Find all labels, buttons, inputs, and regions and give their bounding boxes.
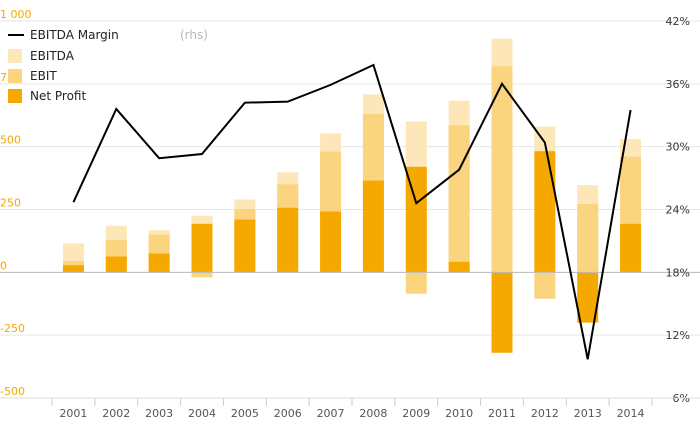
left-tick-label: 0 — [0, 259, 7, 272]
bar-net-profit — [491, 272, 513, 353]
x-tick-label: 2005 — [231, 407, 259, 420]
x-tick-label: 2012 — [531, 407, 559, 420]
legend-label-ebitda-margin: EBITDA Margin — [30, 28, 119, 42]
bar-net-profit — [148, 253, 170, 273]
bar-ebit — [577, 203, 599, 273]
left-tick-label: 500 — [0, 134, 21, 147]
x-tick-label: 2007 — [317, 407, 345, 420]
x-tick-label: 2011 — [488, 407, 516, 420]
x-tick-label: 2002 — [102, 407, 130, 420]
bar-ebit — [491, 66, 513, 273]
right-axis: 42%36%30%24%18%12%6% — [666, 15, 690, 405]
legend-label-ebit: EBIT — [30, 69, 57, 83]
bar-net-profit — [448, 261, 470, 273]
left-tick-label: -250 — [0, 322, 25, 335]
bar-net-profit — [234, 219, 256, 273]
bar-net-profit — [105, 256, 127, 273]
bar-net-profit — [620, 223, 642, 273]
x-tick-label: 2006 — [274, 407, 302, 420]
legend-swatch-net-profit — [8, 89, 22, 103]
line-ebitda-margin — [72, 63, 632, 360]
bar-net-profit — [534, 151, 556, 273]
legend-note-rhs: (rhs) — [180, 28, 208, 42]
legend-swatch-ebit — [8, 69, 22, 83]
bar-ebit — [534, 272, 556, 299]
left-tick-label: 250 — [0, 197, 21, 210]
right-tick-label: 36% — [666, 78, 690, 91]
x-tick-label: 2001 — [59, 407, 87, 420]
bar-net-profit — [405, 166, 427, 273]
x-axis: 2001 2002 2003 2004 2005 2006 2007 2008 2009 2010… — [0, 397, 700, 420]
x-tick-label: 2010 — [445, 407, 473, 420]
bar-net-profit — [577, 272, 599, 323]
bar-ebit — [448, 125, 470, 273]
legend-label-ebitda: EBITDA — [30, 49, 75, 63]
margin-line — [72, 63, 632, 360]
left-tick-label: 1 000 — [0, 8, 32, 21]
bar-net-profit — [62, 265, 84, 273]
legend: EBITDA Margin (rhs) EBITDA EBIT Net Prof… — [8, 28, 208, 103]
x-tick-label: 2004 — [188, 407, 216, 420]
x-tick-label: 2008 — [359, 407, 387, 420]
x-tick-label: 2009 — [402, 407, 430, 420]
x-tick-label: 2013 — [574, 407, 602, 420]
x-tick-label: 2014 — [617, 407, 645, 420]
bar-ebit — [191, 272, 213, 278]
legend-swatch-ebitda — [8, 49, 22, 63]
right-tick-label: 30% — [666, 141, 690, 154]
right-tick-label: 12% — [666, 329, 690, 342]
right-tick-label: 24% — [666, 204, 690, 217]
right-tick-label: 18% — [666, 266, 690, 279]
left-tick-label: -500 — [0, 385, 25, 398]
bar-net-profit — [320, 211, 342, 273]
bar-net-profit — [277, 207, 299, 273]
left-axis: 1 0007505002500-250-500 — [0, 8, 32, 398]
right-tick-label: 42% — [666, 15, 690, 28]
bar-net-profit — [362, 180, 384, 273]
bar-net-profit — [191, 223, 213, 273]
bars — [62, 38, 642, 353]
bar-ebit — [405, 272, 427, 294]
legend-label-net-profit: Net Profit — [30, 89, 86, 103]
x-tick-label: 2003 — [145, 407, 173, 420]
